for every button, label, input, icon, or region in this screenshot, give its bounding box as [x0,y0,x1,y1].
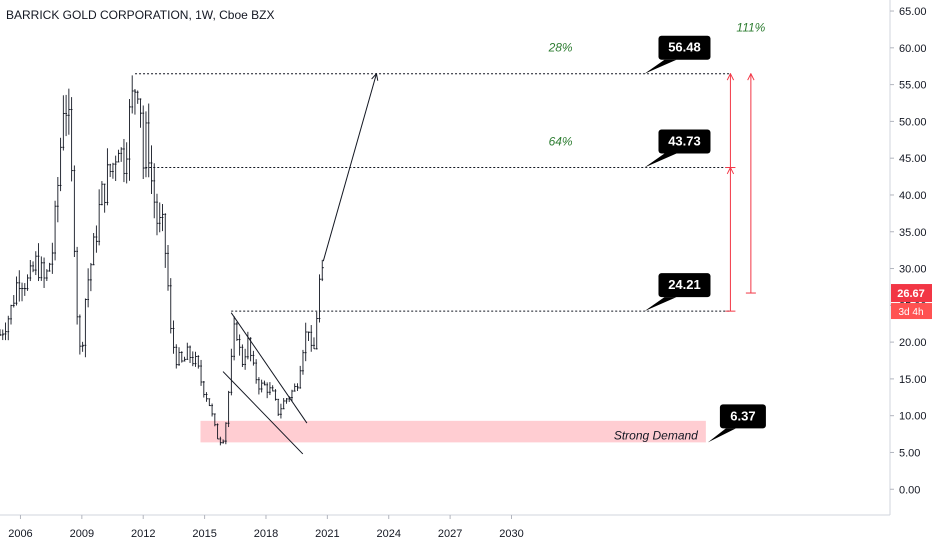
level-callout-box [658,129,711,154]
pct-label: 28% [548,41,573,55]
current-price-label: 26.67 [897,288,925,300]
level-callout-pointer [644,59,677,74]
level-callout-label: 43.73 [668,134,701,149]
x-tick-label: 2030 [499,528,523,540]
y-tick-label: 5.00 [899,447,920,459]
y-tick-label: 40.00 [899,190,927,202]
demand-callout-label: 6.37 [730,408,755,423]
y-tick-label: 15.00 [899,374,927,386]
channel-line [222,371,304,455]
y-tick-label: 60.00 [899,43,927,55]
y-tick-label: 20.00 [899,337,927,349]
x-tick-label: 2006 [8,528,32,540]
y-tick-label: 30.00 [899,264,927,276]
level-callout-box [658,35,711,60]
x-tick-label: 2024 [376,528,400,540]
pct-label: 64% [549,135,573,149]
level-callout-pointer [644,297,677,312]
demand-zone [200,420,706,443]
level-callout-pointer [644,153,677,168]
projection-arrow [322,74,376,262]
demand-zone-label: Strong Demand [614,428,698,442]
chart-title: BARRICK GOLD CORPORATION, 1W, Cboe BZX [6,8,275,22]
level-callout-label: 56.48 [668,40,701,55]
x-tick-label: 2012 [131,528,155,540]
y-tick-label: 55.00 [899,80,927,92]
y-tick-label: 0.00 [899,484,920,496]
y-tick-label: 45.00 [899,153,927,165]
level-callout-box [658,273,711,298]
x-tick-label: 2018 [254,528,278,540]
level-callout-label: 24.21 [668,277,701,292]
y-tick-label: 10.00 [899,411,927,423]
y-tick-label: 65.00 [899,6,927,18]
x-tick-label: 2015 [192,528,216,540]
countdown-tag [891,303,932,320]
y-tick-label: 50.00 [899,116,927,128]
channel-line [230,312,308,424]
demand-callout-pointer [707,428,736,443]
overall-pct-label: 111% [736,21,765,35]
current-price-tag [891,284,932,303]
x-tick-label: 2027 [438,528,462,540]
countdown-label: 3d 4h [898,307,923,318]
candles [0,75,324,446]
demand-callout-box [719,404,766,429]
x-tick-label: 2009 [70,528,94,540]
y-tick-label: 35.00 [899,227,927,239]
x-tick-label: 2021 [315,528,339,540]
